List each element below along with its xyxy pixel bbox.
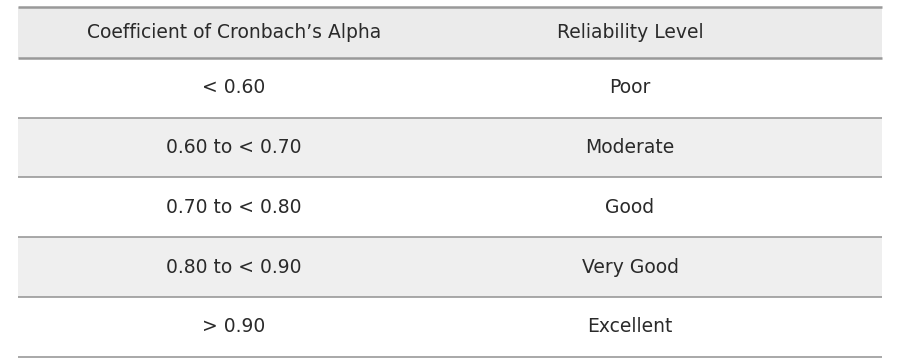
Bar [18, 7, 882, 58]
Text: 0.80 to < 0.90: 0.80 to < 0.90 [166, 258, 302, 277]
Text: Poor: Poor [609, 78, 651, 97]
Text: Reliability Level: Reliability Level [557, 23, 703, 42]
Text: > 0.90: > 0.90 [202, 317, 266, 336]
Text: Good: Good [606, 198, 654, 217]
Bar [18, 58, 882, 118]
Text: Moderate: Moderate [585, 138, 675, 157]
Text: 0.70 to < 0.80: 0.70 to < 0.80 [166, 198, 302, 217]
Bar [18, 178, 882, 237]
Text: < 0.60: < 0.60 [202, 78, 266, 97]
Bar [18, 297, 882, 357]
Text: 0.60 to < 0.70: 0.60 to < 0.70 [166, 138, 302, 157]
Text: Excellent: Excellent [588, 317, 672, 336]
Text: Very Good: Very Good [581, 258, 679, 277]
Text: Coefficient of Cronbach’s Alpha: Coefficient of Cronbach’s Alpha [87, 23, 381, 42]
Bar [18, 237, 882, 297]
Bar [18, 118, 882, 178]
